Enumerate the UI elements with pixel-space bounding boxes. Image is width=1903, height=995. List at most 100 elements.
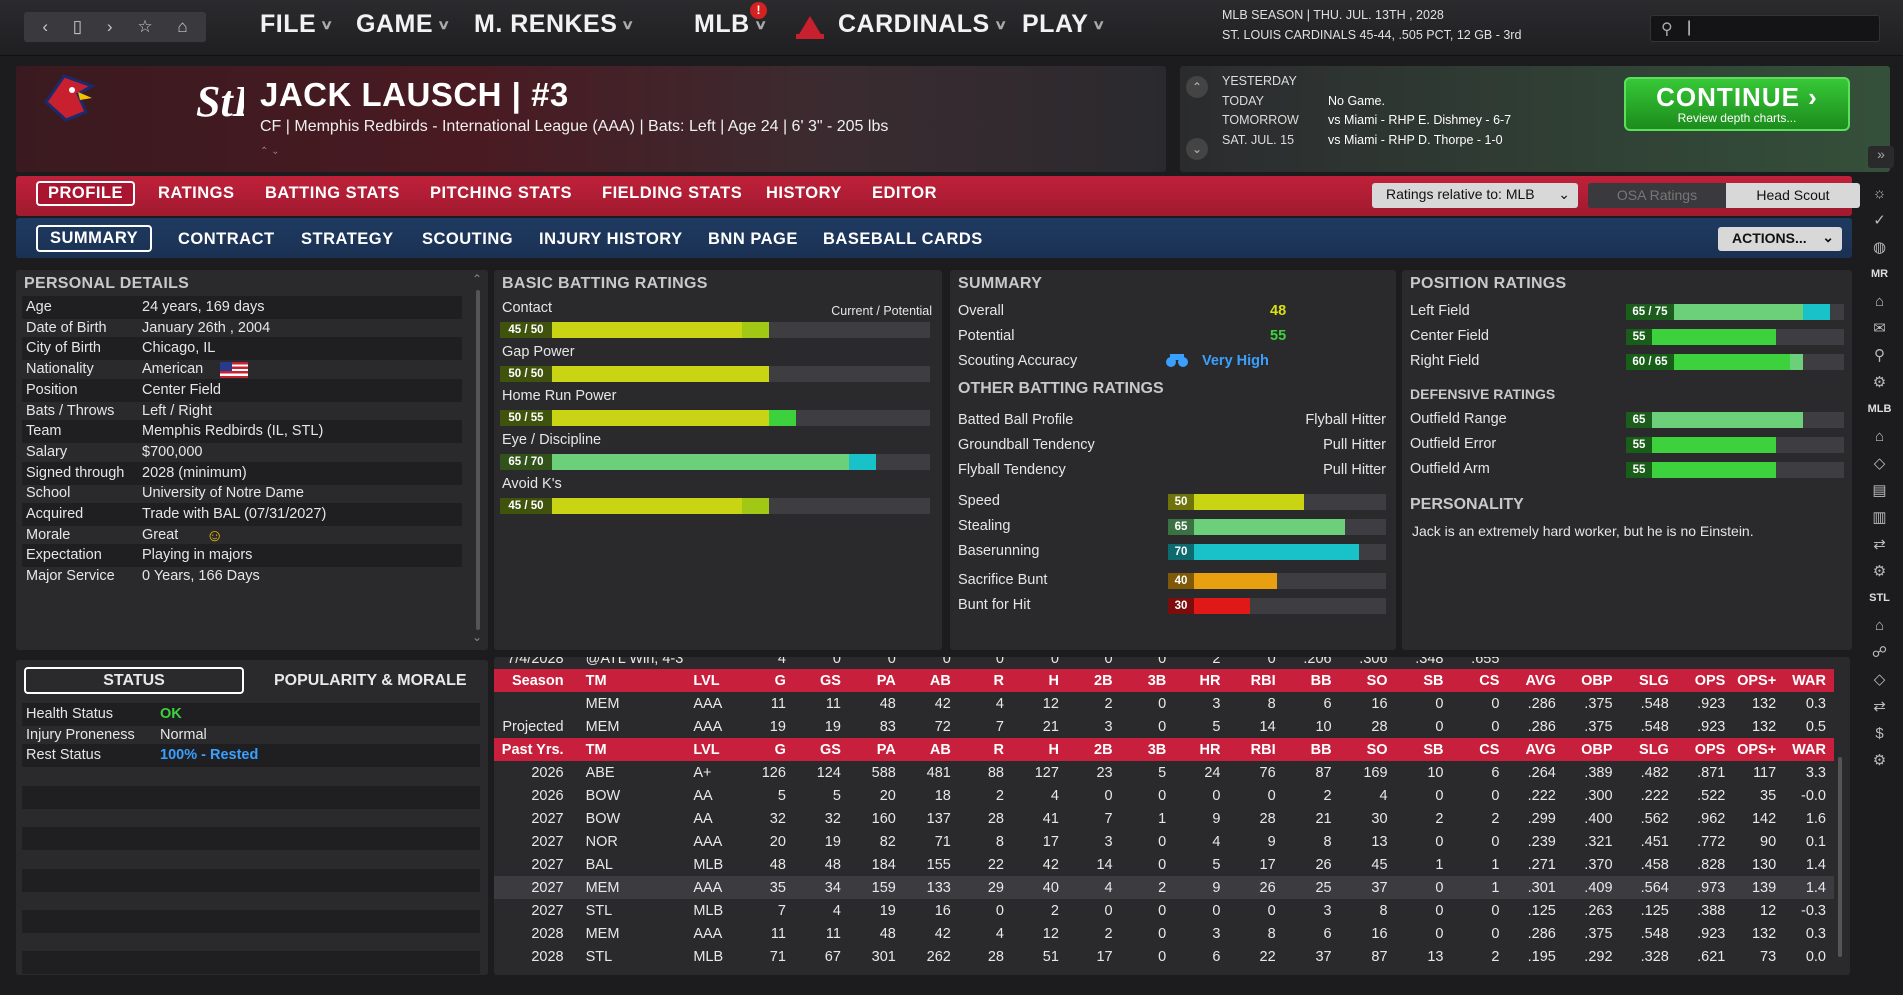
tab-profile[interactable]: PROFILE (36, 181, 136, 206)
stat-cell: 51 (1042, 948, 1059, 965)
chevron-right-icon: › (1808, 82, 1818, 112)
bookmark-icon[interactable]: ☆ (137, 17, 153, 36)
stat-cell: 4 (1212, 833, 1221, 850)
scroll-down-icon[interactable]: ⌄ (472, 630, 483, 644)
tab-pitching-stats[interactable]: PITCHING STATS (430, 184, 573, 202)
stat-cell: .655 (1471, 657, 1500, 667)
stat-cell: SB (1395, 738, 1452, 761)
menu-manager[interactable]: M. RENKES ∨ (474, 10, 636, 38)
detail-row: Acquired Trade with BAL (07/31/2027) (22, 503, 462, 526)
menu-cardinals[interactable]: CARDINALS ∨ (838, 10, 1008, 38)
running-rating-bar: 50 (1168, 494, 1386, 510)
tab-popularity-morale[interactable]: POPULARITY & MORALE (274, 672, 467, 689)
diamond-icon[interactable]: ◇ (1873, 671, 1886, 688)
back-icon[interactable]: ‹ (42, 17, 49, 36)
detail-row: Team Memphis Redbirds (IL, STL) (22, 420, 462, 444)
globe-icon[interactable]: ◍ (1872, 239, 1887, 256)
actions-button[interactable]: ACTIONS... ⌄ (1718, 227, 1842, 251)
stat-cell: 17 (1042, 833, 1059, 850)
head-scout-toggle[interactable]: Head Scout (1726, 183, 1860, 208)
detail-label: Acquired (26, 506, 84, 522)
menu-play[interactable]: PLAY ∨ (1022, 10, 1107, 38)
menu-file[interactable]: FILE ∨ (260, 10, 335, 38)
stat-cell: 4 (777, 657, 786, 667)
stat-cell: .548 (1640, 718, 1669, 735)
stat-cell: BB (1283, 669, 1340, 692)
stat-cell: 87 (1371, 948, 1388, 965)
tab-history[interactable]: HISTORY (766, 184, 842, 202)
scrollbar[interactable] (1838, 757, 1842, 957)
search-icon[interactable]: ⚲ (1874, 347, 1885, 364)
scrollbar[interactable] (476, 290, 480, 630)
chart-icon[interactable]: ▥ (1872, 509, 1887, 526)
tab-injury-history[interactable]: INJURY HISTORY (539, 230, 683, 248)
player-nav-arrows[interactable]: ⌃ ⌄ (260, 146, 280, 157)
tab-status[interactable]: STATUS (24, 667, 244, 694)
gear-icon[interactable]: ⚙ (1872, 752, 1887, 769)
position-bar: 55 (1626, 329, 1844, 345)
window-icon[interactable]: ▯ (72, 17, 83, 36)
schedule-up-icon[interactable]: ⌃ (1186, 76, 1208, 98)
chevron-down-icon: ∨ (993, 16, 1008, 32)
search-input[interactable]: ⚲ | (1650, 15, 1880, 42)
detail-value: Chicago, IL (142, 340, 216, 357)
stat-cell: .621 (1697, 948, 1726, 965)
tab-summary[interactable]: SUMMARY (36, 225, 153, 252)
stat-cell: CS (1451, 669, 1508, 692)
stat-cell: .125 (1640, 902, 1669, 919)
top-bar: ‹ ▯ › ☆ ⌂ FILE ∨ GAME ∨ M. RENKES ∨ MLB ∨ ! … (0, 0, 1903, 56)
home-icon[interactable]: ⌂ (177, 17, 188, 36)
home-icon[interactable]: ⌂ (1874, 428, 1885, 445)
stat-cell: 21 (1042, 718, 1059, 735)
tab-scouting[interactable]: SCOUTING (422, 230, 514, 248)
menu-game[interactable]: GAME ∨ (356, 10, 452, 38)
home-icon[interactable]: ⌂ (1874, 617, 1885, 634)
detail-label: Date of Birth (26, 319, 107, 336)
rating-bar: 45 / 50 (500, 498, 930, 514)
check-icon[interactable]: ✓ (1873, 212, 1886, 229)
stat-cell: 4 (995, 695, 1004, 712)
season-date: MLB SEASON | THU. JUL. 13TH , 2028 (1222, 8, 1444, 22)
table-row: 2027 STL MLB 7 4 19 16 0 2 0 0 0 0 3 8 0 0 .125 .263 .125 .3… (494, 899, 1834, 922)
tab-contract[interactable]: CONTRACT (178, 230, 275, 248)
forward-icon[interactable]: › (106, 17, 113, 36)
scroll-up-icon[interactable]: ⌃ (472, 272, 483, 286)
roster-icon[interactable]: ☍ (1871, 644, 1888, 661)
stat-cell: 0 (1435, 833, 1444, 850)
stat-cell: 2026 (531, 764, 564, 781)
lightbulb-icon[interactable]: ☼ (1872, 185, 1887, 202)
tab-baseball-cards[interactable]: BASEBALL CARDS (823, 230, 983, 248)
schedule-down-icon[interactable]: ⌄ (1186, 138, 1208, 160)
home-icon[interactable]: ⌂ (1874, 293, 1885, 310)
tab-bnn-page[interactable]: BNN PAGE (708, 230, 798, 248)
transactions-icon[interactable]: ⇄ (1873, 536, 1886, 553)
osa-ratings-toggle[interactable]: OSA Ratings (1588, 183, 1726, 208)
stat-cell: 71 (769, 948, 786, 965)
mail-icon[interactable]: ✉ (1873, 320, 1886, 337)
tab-strategy[interactable]: STRATEGY (301, 230, 394, 248)
transactions-icon[interactable]: ⇄ (1873, 698, 1886, 715)
stat-cell: 0 (1267, 787, 1276, 804)
standings-icon[interactable]: ▤ (1872, 482, 1887, 499)
panel-title: POSITION RATINGS (1410, 275, 1567, 292)
chevron-down-icon: ∨ (753, 16, 768, 32)
gear-icon[interactable]: ⚙ (1872, 563, 1887, 580)
status-empty-row (22, 931, 480, 954)
stat-cell: 0 (1491, 695, 1500, 712)
menu-mlb[interactable]: MLB ∨ (694, 10, 768, 38)
dollar-icon[interactable]: $ (1875, 725, 1884, 742)
tab-fielding-stats[interactable]: FIELDING STATS (602, 184, 743, 202)
tab-batting-stats[interactable]: BATTING STATS (265, 184, 400, 202)
tab-ratings[interactable]: RATINGS (158, 184, 235, 202)
stat-cell: RBI (1228, 669, 1284, 692)
tab-editor[interactable]: EDITOR (872, 184, 938, 202)
expand-sidebar-icon[interactable]: » (1868, 146, 1894, 168)
stat-cell: 11 (825, 925, 841, 942)
diamond-icon[interactable]: ◇ (1873, 455, 1886, 472)
detail-row: Bats / Throws Left / Right (22, 400, 462, 423)
personal-details-panel: PERSONAL DETAILS ⌃ ⌄ Age 24 years, 169 da… (16, 270, 488, 650)
ratings-relative-select[interactable]: Ratings relative to: MLB ⌄ (1372, 183, 1578, 208)
stat-cell: .522 (1697, 787, 1726, 804)
continue-button[interactable]: CONTINUE › Review depth charts... (1624, 77, 1850, 131)
gear-icon[interactable]: ⚙ (1872, 374, 1887, 391)
